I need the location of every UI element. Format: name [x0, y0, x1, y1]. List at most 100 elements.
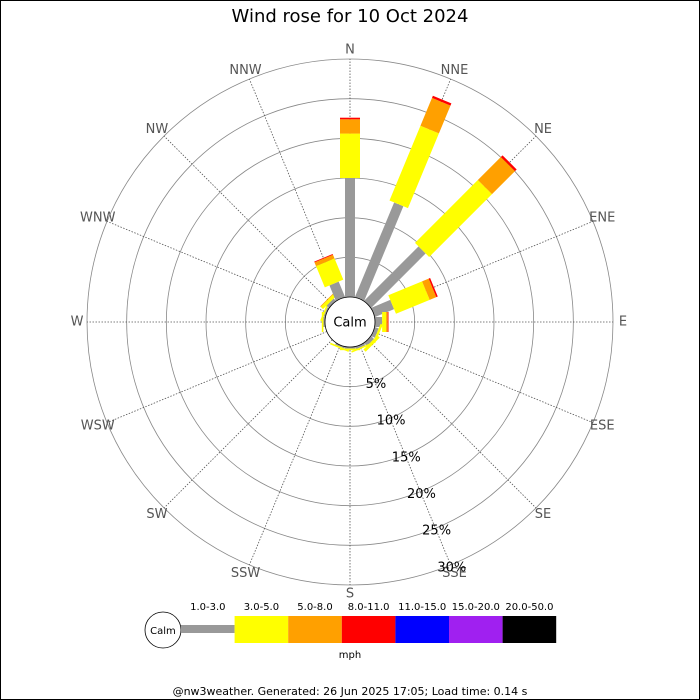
- legend-title: mph: [339, 650, 361, 661]
- bar-segment: [329, 342, 350, 352]
- bar-segment: [354, 343, 366, 350]
- bar-segment: [316, 258, 344, 288]
- direction-bars: [354, 95, 452, 301]
- bar-segment: [363, 335, 380, 352]
- direction-label: E: [619, 315, 627, 330]
- ring-label: 10%: [377, 414, 406, 429]
- legend-swatch: [181, 625, 235, 633]
- legend-label: 15.0-20.0: [452, 602, 500, 613]
- spoke: [359, 344, 452, 566]
- bar-segment: [386, 312, 388, 332]
- direction-label: SW: [146, 507, 167, 522]
- bar-segment: [314, 254, 335, 267]
- bar-segment: [340, 133, 360, 178]
- direction-label: NE: [534, 122, 552, 137]
- ring-label: 20%: [407, 487, 436, 502]
- direction-bars: [314, 254, 346, 301]
- legend-swatch: [288, 616, 342, 643]
- direction-label: ENE: [589, 210, 615, 225]
- bar-segment: [371, 326, 379, 338]
- direction-bars: [329, 342, 350, 352]
- bar-segment: [326, 298, 336, 308]
- legend-swatch: [341, 616, 396, 643]
- spoke: [372, 331, 594, 424]
- calm-label: Calm: [333, 316, 366, 331]
- bar-segment: [345, 178, 355, 297]
- bar-segment: [320, 292, 338, 310]
- direction-label: W: [71, 315, 84, 330]
- ring-label: 30%: [437, 560, 466, 575]
- bar-segment: [389, 125, 439, 209]
- bar-segment: [340, 117, 360, 120]
- bar-segment: [431, 95, 452, 106]
- direction-label: SSW: [231, 566, 261, 581]
- bar-segment: [428, 277, 438, 298]
- legend-label: 5.0-8.0: [297, 602, 332, 613]
- spoke: [106, 220, 328, 313]
- direction-label: NNW: [229, 63, 261, 78]
- bar-segment: [388, 281, 430, 314]
- direction-bars: [371, 277, 438, 318]
- bar-segment: [340, 348, 360, 351]
- bar-segment: [323, 317, 325, 327]
- legend-label: 1.0-3.0: [190, 602, 225, 613]
- direction-bars: [340, 117, 360, 297]
- spoke: [163, 339, 333, 509]
- bar-segment: [387, 312, 389, 332]
- legend-label: 11.0-15.0: [398, 602, 446, 613]
- direction-label: N: [345, 43, 355, 58]
- bar-segment: [382, 312, 387, 332]
- bar-segment: [340, 119, 360, 134]
- direction-bars: [320, 301, 330, 322]
- bar-segment: [351, 343, 371, 353]
- bar-segment: [500, 155, 517, 172]
- direction-label: WSW: [81, 419, 115, 434]
- spoke: [367, 339, 537, 509]
- chart-title: Wind rose for 10 Oct 2024: [232, 6, 469, 27]
- direction-label: ESE: [590, 419, 615, 434]
- ring-label: 25%: [422, 524, 451, 539]
- ring-label: 15%: [392, 450, 421, 465]
- bar-segment: [323, 307, 329, 318]
- legend-label: 20.0-50.0: [505, 602, 553, 613]
- legend-label: 8.0-11.0: [348, 602, 390, 613]
- direction-bars: [363, 335, 380, 352]
- direction-label: NW: [146, 122, 169, 137]
- direction-label: NNE: [441, 63, 469, 78]
- bar-segment: [364, 336, 375, 347]
- legend-calm-label: Calm: [150, 626, 176, 637]
- spoke: [163, 135, 333, 305]
- bar-segment: [320, 292, 335, 307]
- bar-segment: [335, 343, 346, 349]
- bar-segment: [371, 299, 395, 318]
- bar-segment: [364, 246, 426, 308]
- direction-bars: [340, 347, 360, 351]
- legend-swatch: [502, 616, 557, 643]
- direction-bars: [364, 155, 517, 308]
- calm-circle: [324, 296, 376, 348]
- ring-label: 5%: [366, 377, 387, 392]
- bar-segment: [420, 97, 451, 134]
- footer: @nw3weather. Generated: 26 Jun 2025 17:0…: [173, 685, 528, 698]
- direction-label: WNW: [80, 210, 116, 225]
- direction-label: SE: [535, 507, 551, 522]
- bar-segment: [314, 254, 333, 263]
- direction-bars: [351, 343, 371, 353]
- bar-segment: [354, 202, 404, 301]
- legend-label: 3.0-5.0: [244, 602, 279, 613]
- legend-swatch: [395, 616, 449, 643]
- bar-segment: [477, 157, 515, 195]
- bar-segment: [345, 347, 355, 349]
- spoke: [106, 331, 328, 424]
- bar-segment: [329, 281, 346, 301]
- legend-swatch: [449, 616, 503, 643]
- direction-label: SSE: [442, 566, 467, 581]
- direction-bars: [320, 292, 338, 310]
- bar-segment: [320, 301, 330, 322]
- bar-segment: [422, 278, 437, 300]
- spoke: [248, 344, 341, 566]
- legend-swatch: [234, 616, 289, 643]
- bar-segment: [415, 180, 492, 257]
- direction-label: S: [346, 587, 354, 602]
